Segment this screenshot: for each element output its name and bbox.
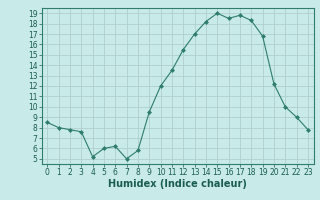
X-axis label: Humidex (Indice chaleur): Humidex (Indice chaleur) (108, 179, 247, 189)
